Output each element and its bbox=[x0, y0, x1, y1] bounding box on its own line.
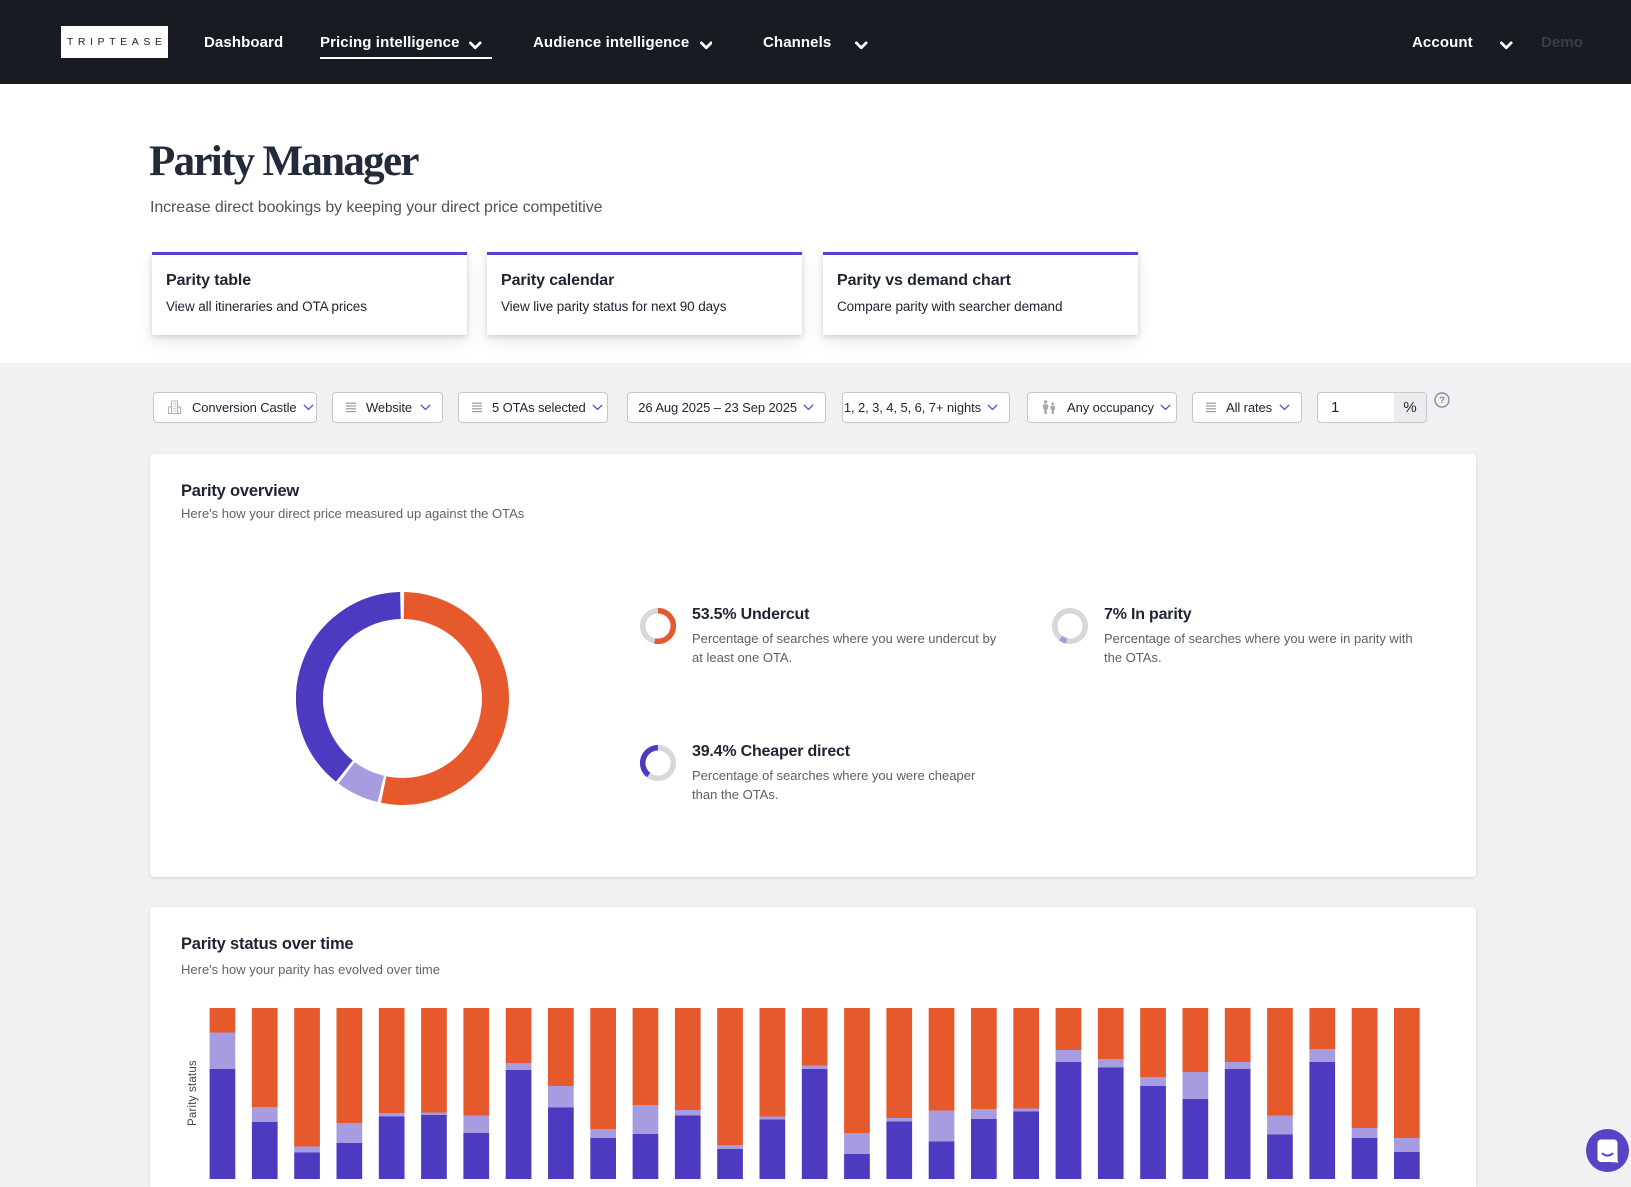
svg-text:?: ? bbox=[1439, 395, 1445, 406]
